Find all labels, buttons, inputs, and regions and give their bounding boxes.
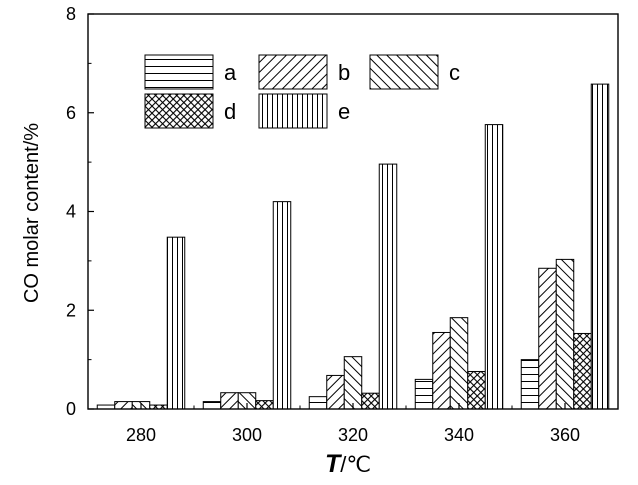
bar-e-300 — [272, 201, 292, 410]
y-tick-label-4: 4 — [66, 202, 76, 222]
legend-swatch-e — [258, 93, 328, 129]
x-axis-title-unit: /℃ — [340, 452, 371, 477]
x-axis-title: T/℃ — [325, 450, 371, 478]
legend-swatch-d — [144, 93, 214, 129]
bar-b-280 — [114, 401, 133, 410]
legend-label-a: a — [224, 60, 237, 85]
y-tick-label-8: 8 — [66, 4, 76, 24]
x-tick-label-320: 320 — [338, 425, 368, 445]
bar-b-320 — [326, 374, 345, 410]
y-tick-label-0: 0 — [66, 399, 76, 419]
x-tick-label-300: 300 — [232, 425, 262, 445]
legend-label-d: d — [224, 99, 236, 124]
bars-layer — [96, 83, 610, 410]
bar-e-360 — [590, 83, 610, 410]
bar-a-300 — [202, 401, 222, 410]
legend-swatch-a — [144, 54, 214, 90]
bar-d-320 — [361, 392, 380, 410]
legend-label-e: e — [338, 99, 350, 124]
bar-d-340 — [467, 370, 486, 410]
bar-d-360 — [573, 332, 592, 410]
x-tick-label-280: 280 — [126, 425, 156, 445]
legend-swatch-b — [258, 54, 328, 90]
y-tick-label-6: 6 — [66, 103, 76, 123]
y-tick-label-2: 2 — [66, 300, 76, 320]
legend-label-b: b — [338, 60, 350, 85]
bar-d-300 — [255, 400, 274, 410]
bar-e-340 — [484, 124, 504, 410]
y-axis-title: CO molar content/% — [21, 123, 43, 303]
bar-c-340 — [449, 317, 469, 410]
bar-b-360 — [538, 267, 557, 410]
x-tick-label-340: 340 — [444, 425, 474, 445]
legend: a b c d e — [144, 54, 460, 129]
bar-c-320 — [343, 356, 363, 410]
x-axis-title-variable: T — [325, 450, 343, 478]
ticks: 0 2 4 6 8 280 300 320 340 360 — [66, 4, 580, 445]
bar-a-320 — [308, 396, 328, 410]
bar-b-340 — [432, 331, 451, 410]
legend-swatch-c — [369, 54, 439, 90]
bar-e-320 — [378, 163, 398, 410]
bar-c-360 — [555, 258, 575, 410]
legend-label-c: c — [449, 60, 460, 85]
x-tick-label-360: 360 — [550, 425, 580, 445]
bar-e-280 — [166, 236, 186, 410]
bar-b-300 — [220, 392, 239, 410]
bar-a-360 — [520, 359, 540, 410]
bar-a-340 — [414, 378, 434, 410]
